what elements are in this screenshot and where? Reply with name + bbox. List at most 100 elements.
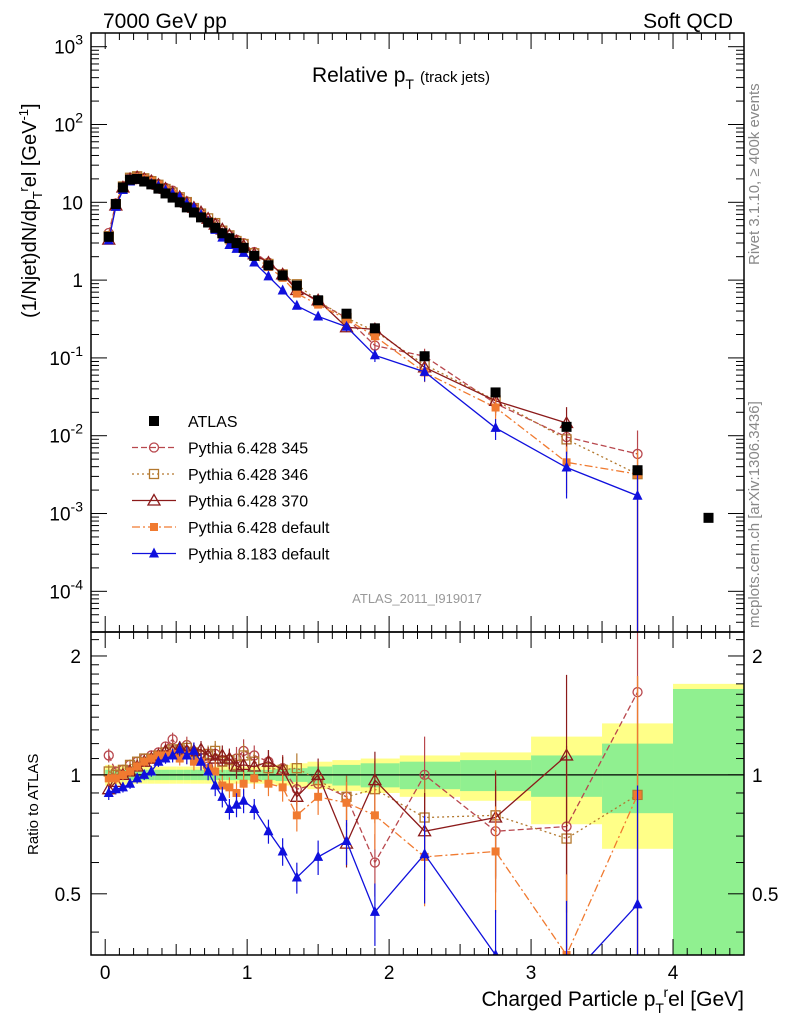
series-3-ratio-point [232, 788, 241, 797]
y-tick-label: 10-2 [49, 421, 83, 448]
series-4-ratio-point [174, 743, 185, 754]
legend-marker [146, 493, 162, 506]
series-3-ratio-point [314, 792, 323, 801]
series-3-ratio-point [225, 783, 234, 792]
series-4-ratio-point [203, 765, 214, 776]
series-2-ratio-point [222, 751, 237, 764]
atlas-point [703, 512, 714, 523]
series-4-ratio-point [277, 845, 288, 856]
series-3-main-point [370, 332, 379, 341]
series-2-ratio-point [215, 748, 230, 761]
series-4-ratio-point [369, 905, 380, 916]
atlas-point [210, 222, 221, 233]
series-3-ratio-point [239, 779, 248, 788]
series-3-ratio-point [218, 781, 227, 790]
legend-label: Pythia 6.428 default [188, 520, 330, 537]
series-2-ratio-point [236, 757, 251, 771]
atlas-point [117, 182, 128, 193]
y-tick-label: 10-3 [49, 499, 83, 526]
series-3-ratio-point [147, 754, 156, 763]
series-3-ratio-point [211, 767, 220, 776]
atlas-point [277, 270, 288, 281]
atlas-point [132, 173, 143, 184]
atlas-point [188, 207, 199, 218]
series-4-ratio-point [196, 755, 207, 766]
atlas-point [153, 183, 164, 194]
atlas-point [217, 228, 228, 239]
legend-label: Pythia 6.428 345 [188, 441, 308, 458]
ratio-uncertainty-band [91, 683, 744, 955]
series-4-ratio-point [103, 786, 114, 797]
series-3-main-point [491, 403, 500, 412]
ratio-y-axis-title: Ratio to ATLAS [25, 754, 42, 855]
series-4-ratio-point [188, 744, 199, 755]
series-2-ratio-point [559, 748, 574, 761]
series-4-ratio-point [132, 772, 143, 783]
ratio-band-green-bin [673, 688, 744, 955]
series-4-ratio-point [117, 781, 128, 792]
series-2-ratio-point [261, 754, 276, 767]
atlas-point [110, 199, 121, 210]
atlas-data-points [103, 173, 714, 523]
atlas-point [490, 387, 501, 398]
series-3-ratio-point [133, 762, 142, 771]
series-0-ratio-point [103, 750, 114, 761]
rivet-label: Rivet 3.1.10, ≥ 400k events [746, 83, 763, 265]
ratio-tick-label-right: 1 [752, 766, 763, 787]
legend-marker [148, 442, 160, 453]
x-tick-label: 4 [668, 963, 679, 984]
atlas-point [181, 202, 192, 213]
series-4-ratio-point [238, 794, 249, 805]
atlas-point [291, 280, 302, 291]
atlas-point [196, 212, 207, 223]
legend-marker [149, 547, 159, 558]
series-4-main-point [490, 421, 501, 432]
series-0-ratio-point [369, 857, 381, 868]
series-3-ratio-point [491, 847, 500, 856]
series-3-ratio-point [118, 770, 127, 779]
atlas-point [146, 179, 157, 190]
ratio-tick-label-left: 2 [70, 647, 81, 668]
atlas-point [160, 188, 171, 199]
y-axis-title: (1/Njet)dN/dpTrel [GeV-1] [16, 103, 45, 318]
x-tick-label: 3 [526, 963, 537, 984]
series-4-ratio-point [224, 802, 235, 813]
series-3-ratio-point [175, 754, 184, 763]
series-4-ratio-point [167, 749, 178, 760]
series-4-ratio-point [181, 749, 192, 760]
atlas-point [341, 308, 352, 319]
series-4-ratio-point [313, 850, 324, 861]
axes: 0 1 2 3 4 10-4 10-3 10-2 10-1 1 10 102 103 0.5 0.5 1 1 2 2 [49, 32, 778, 984]
atlas-point [125, 174, 136, 185]
series-4-ratio-point [419, 848, 430, 859]
series-3-ratio-point [278, 783, 287, 792]
series-4-ratio-point [291, 871, 302, 882]
legend-label: Pythia 8.183 default [188, 547, 330, 564]
source-label: mcplots.cern.ch [arXiv:1306.3436] [746, 401, 763, 628]
y-tick-label: 10-4 [49, 576, 83, 603]
atlas-point [203, 217, 214, 228]
series-3-ratio-point [370, 811, 379, 820]
series-4-ratio-point [217, 790, 228, 801]
header-right: Soft QCD [643, 10, 733, 33]
series-3-ratio-point [154, 751, 163, 760]
atlas-point [224, 233, 235, 244]
atlas-point [139, 176, 150, 187]
legend-marker-atlas [149, 416, 159, 426]
atlas-point [174, 197, 185, 208]
x-tick-label: 0 [100, 963, 111, 984]
main-frame [90, 32, 745, 633]
x-axis-title: Charged Particle pTrel [GeV] [481, 984, 744, 1016]
series-3-main-point [342, 315, 351, 324]
series-4-main-point [291, 299, 302, 310]
series-4-main-point [341, 320, 352, 331]
series-4-ratio-point [210, 779, 221, 790]
series-2-ratio-point [367, 772, 383, 786]
ratio-series-group [101, 632, 643, 955]
y-tick-label: 102 [54, 110, 83, 137]
y-tick-label: 1 [72, 271, 83, 292]
atlas-point [561, 421, 572, 432]
atlas-point [167, 192, 178, 203]
series-4-ratio-point [249, 802, 260, 813]
series-1-ratio-point [291, 763, 302, 774]
